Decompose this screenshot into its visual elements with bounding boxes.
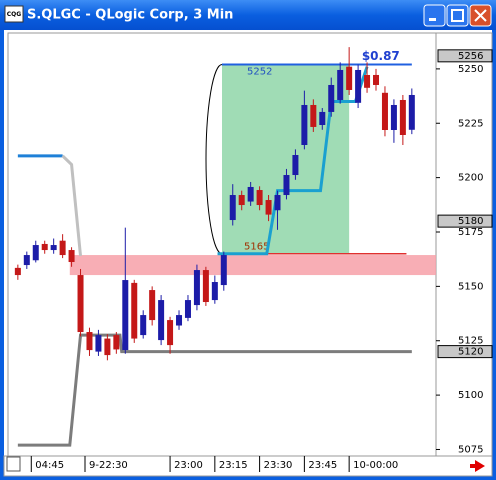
candle-body (167, 320, 174, 346)
app-icon (4, 5, 24, 23)
zone-bracket (205, 64, 223, 255)
window-buttons[interactable] (423, 4, 492, 27)
candle-body (337, 69, 344, 100)
candle-body (202, 270, 209, 303)
candle-body (220, 255, 227, 286)
price-marker-label: 5256 (458, 51, 483, 62)
candle-body (131, 282, 138, 339)
candle-body (274, 195, 281, 211)
y-tick-label: 5150 (458, 281, 483, 292)
candle-body (122, 280, 129, 351)
target-label: 5252 (247, 67, 272, 78)
candle-body (408, 94, 415, 130)
candle-body (301, 104, 308, 146)
candle-body (95, 335, 102, 352)
x-tick-label: 23:45 (308, 460, 337, 471)
y-tick-label: 5250 (458, 64, 483, 75)
minimize-icon (429, 18, 436, 21)
candle-body (149, 290, 156, 321)
scroll-arrow[interactable] (470, 460, 485, 472)
candle-body (238, 195, 245, 206)
time-axis (3, 455, 493, 477)
candle-body (176, 315, 183, 326)
minimize-button[interactable] (423, 4, 446, 27)
candle-body (14, 267, 21, 276)
candle-body (193, 270, 200, 306)
candle-body (32, 245, 39, 261)
price-marker-label: 5120 (458, 347, 483, 358)
candle-body (184, 300, 191, 318)
y-tick-label: 5100 (458, 390, 483, 401)
x-tick-label: 23:15 (219, 460, 248, 471)
support-band (69, 255, 437, 276)
candle-body (41, 243, 48, 251)
x-tick-label: 23:00 (174, 460, 203, 471)
maximize-button[interactable] (446, 4, 469, 27)
candle-body (310, 104, 317, 127)
y-tick-label: 5225 (458, 118, 483, 129)
candle-body (346, 66, 353, 90)
app-icon-text: CQG (7, 11, 22, 18)
price-marker (437, 214, 493, 228)
corner-box[interactable] (6, 456, 21, 472)
candle-body (59, 240, 66, 256)
candle-body (399, 99, 406, 135)
price-marker (437, 49, 493, 63)
gain-label: $0.87 (362, 49, 400, 63)
candle-body (50, 245, 57, 251)
y-tick-label: 5125 (458, 336, 483, 347)
x-tick-label: 9-22:30 (89, 460, 128, 471)
candle-body (140, 315, 147, 336)
candle-body (256, 190, 263, 206)
candle-body (390, 104, 397, 130)
close-icon (474, 9, 487, 22)
candle-body (229, 195, 236, 221)
x-tick-label: 10-00:00 (353, 460, 398, 471)
candle-body (68, 250, 75, 263)
price-axis (435, 32, 493, 457)
title-bar (0, 0, 496, 30)
y-tick-label: 5075 (458, 444, 483, 455)
candle-body (292, 155, 299, 176)
stop-label: 5165 (244, 242, 269, 253)
candle-body (211, 282, 218, 301)
maximize-icon (451, 9, 464, 22)
candle-body (23, 255, 30, 266)
indicator-line (61, 154, 83, 257)
candle-body (355, 69, 362, 103)
price-marker-label: 5180 (458, 216, 483, 227)
candle-body (113, 335, 120, 350)
chart: 5252 5165 $0.87 5075 5100 5125 5150 5175 5200 522… (14, 47, 493, 472)
y-tick-label: 5175 (458, 227, 483, 238)
window-title: S.QLGC - QLogic Corp, 3 Min (27, 8, 233, 23)
candle-body (247, 186, 254, 202)
x-tick-label: 04:45 (35, 460, 64, 471)
candle-body (158, 300, 165, 341)
y-tick-label: 5200 (458, 173, 483, 184)
candle-body (328, 84, 335, 112)
candle-body (265, 200, 272, 215)
candle-body (373, 74, 380, 85)
candle-body (381, 92, 388, 130)
x-tick-label: 23:30 (264, 460, 293, 471)
candle-body (86, 332, 93, 351)
candle-body (364, 74, 371, 88)
price-marker (437, 345, 493, 359)
candle-body (104, 338, 111, 356)
candle-body (283, 175, 290, 196)
target-zone (222, 64, 350, 254)
candle-body (77, 275, 84, 333)
candle-body (319, 111, 326, 125)
